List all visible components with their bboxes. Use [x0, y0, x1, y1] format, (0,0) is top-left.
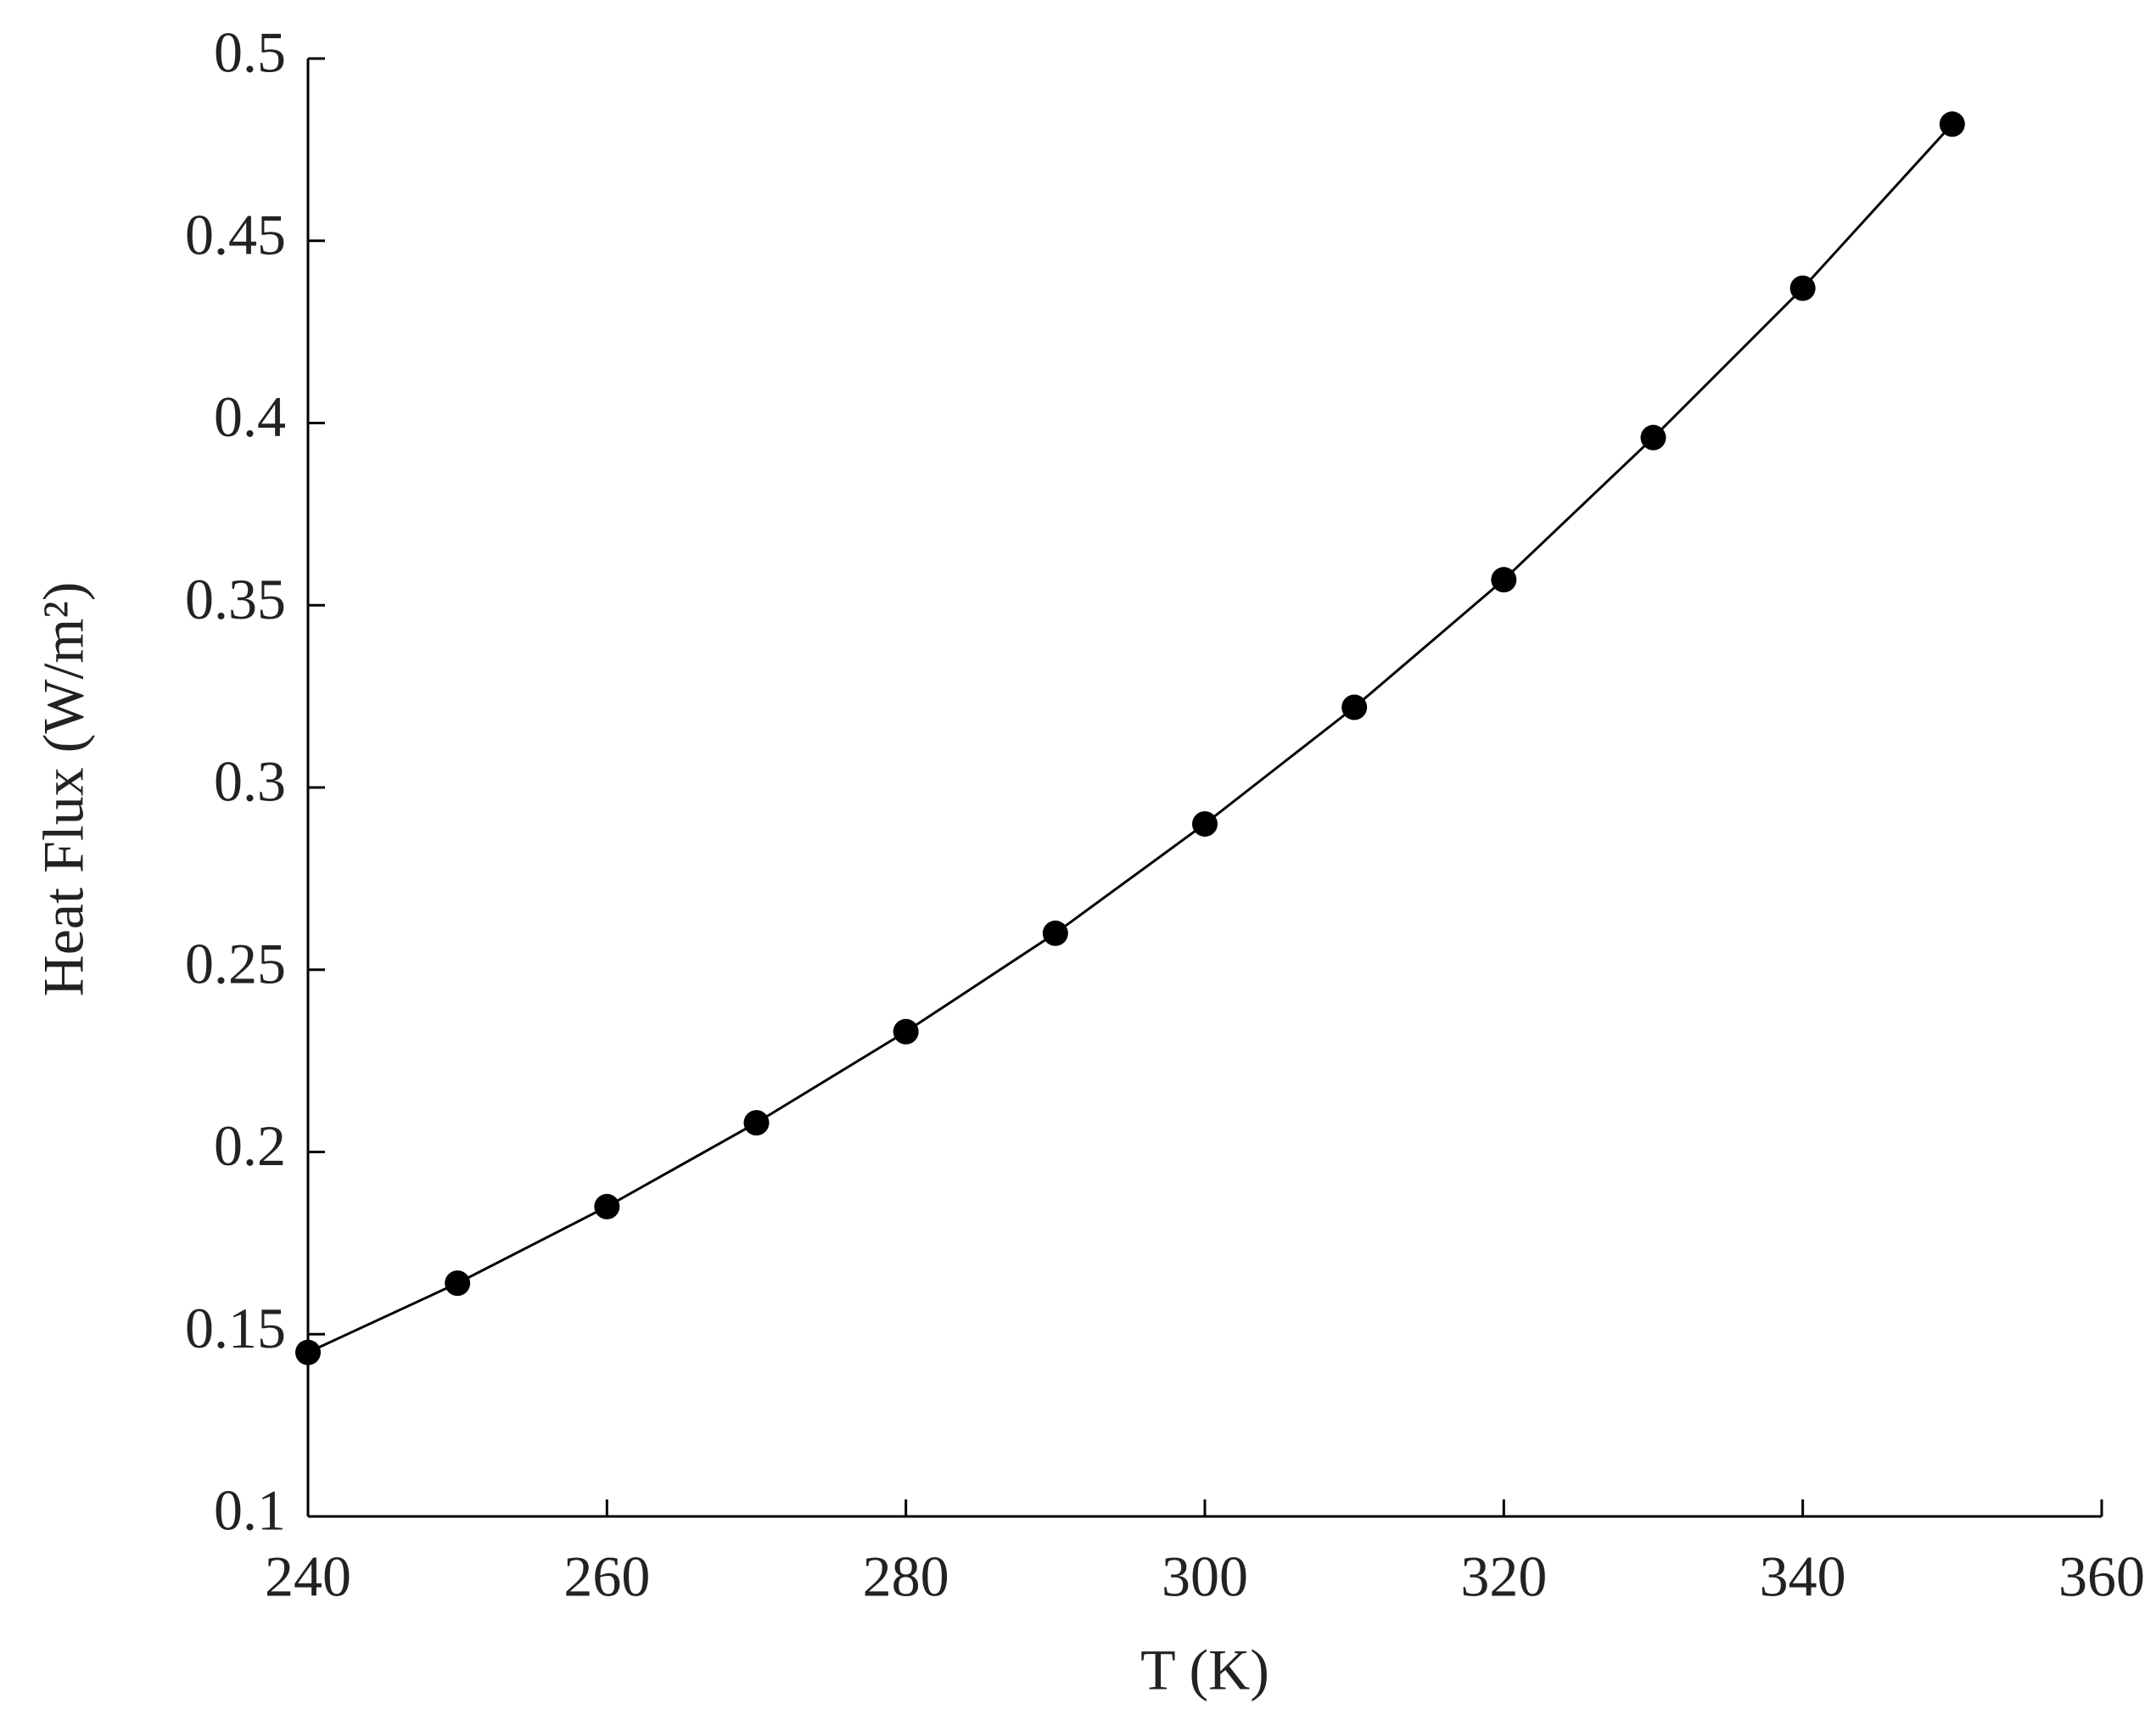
- x-axis-label: T (K): [1140, 1638, 1269, 1702]
- data-point: [743, 1110, 770, 1136]
- data-point: [1042, 920, 1068, 946]
- x-tick-label: 240: [265, 1544, 351, 1609]
- y-tick-label: 0.2: [214, 1113, 286, 1178]
- y-tick-label: 0.25: [185, 931, 286, 995]
- data-point: [1341, 694, 1368, 720]
- data-point: [893, 1018, 919, 1045]
- y-tick-label: 0.5: [214, 20, 286, 85]
- y-tick-label: 0.15: [185, 1296, 286, 1360]
- y-axis-label: Heat Flux (W/m²): [31, 582, 96, 997]
- y-tick-label: 0.1: [214, 1478, 286, 1543]
- x-tick-label: 320: [1460, 1544, 1547, 1609]
- y-tick-label: 0.45: [185, 202, 286, 266]
- y-tick-label: 0.35: [185, 567, 286, 631]
- data-point: [1939, 111, 1965, 137]
- data-point: [1640, 424, 1666, 451]
- x-tick-label: 340: [1760, 1544, 1846, 1609]
- y-tick-label: 0.3: [214, 749, 286, 814]
- x-tick-label: 260: [563, 1544, 650, 1609]
- data-point: [1491, 567, 1517, 593]
- x-tick-label: 300: [1162, 1544, 1248, 1609]
- data-line: [307, 123, 1953, 1354]
- data-point: [1789, 275, 1816, 301]
- data-point: [295, 1339, 321, 1365]
- x-tick-label: 360: [2058, 1544, 2145, 1609]
- x-tick-label: 280: [863, 1544, 949, 1609]
- y-tick-label: 0.4: [214, 384, 286, 449]
- data-point: [1192, 810, 1218, 837]
- data-point: [594, 1193, 620, 1219]
- data-point: [445, 1270, 471, 1297]
